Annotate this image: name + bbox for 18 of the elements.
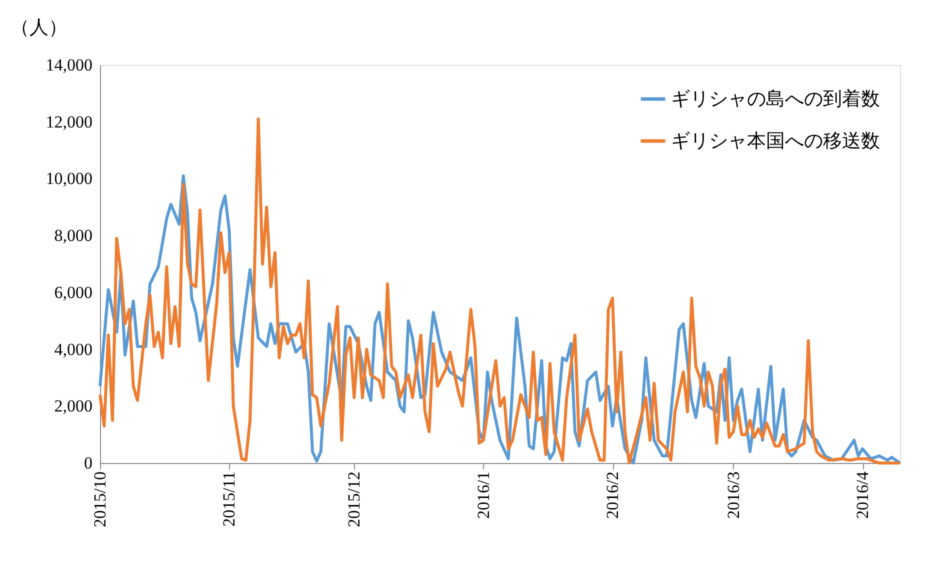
legend-label: ギリシャの島への到着数 bbox=[671, 88, 880, 110]
x-tick-label: 2016/3 bbox=[724, 472, 743, 519]
x-tick-label: 2015/10 bbox=[90, 472, 110, 528]
x-tick-label: 2016/2 bbox=[603, 472, 622, 519]
y-tick-label: 10,000 bbox=[46, 169, 92, 188]
legend-label: ギリシャ本国への移送数 bbox=[671, 131, 880, 152]
y-axis-title: （人） bbox=[10, 18, 68, 38]
y-tick-label: 0 bbox=[84, 454, 92, 472]
x-tick-label: 2015/12 bbox=[344, 472, 364, 528]
y-tick-label: 6,000 bbox=[54, 282, 92, 302]
x-tick-label: 2015/11 bbox=[220, 472, 239, 527]
x-tick-label: 2016/4 bbox=[853, 471, 872, 519]
y-tick-label: 4,000 bbox=[54, 340, 92, 359]
y-tick-label: 14,000 bbox=[46, 56, 92, 74]
y-tick-label: 2,000 bbox=[54, 396, 92, 416]
y-tick-label: 12,000 bbox=[46, 112, 92, 132]
y-tick-label: 8,000 bbox=[54, 226, 92, 246]
x-tick-label: 2016/1 bbox=[474, 472, 493, 519]
